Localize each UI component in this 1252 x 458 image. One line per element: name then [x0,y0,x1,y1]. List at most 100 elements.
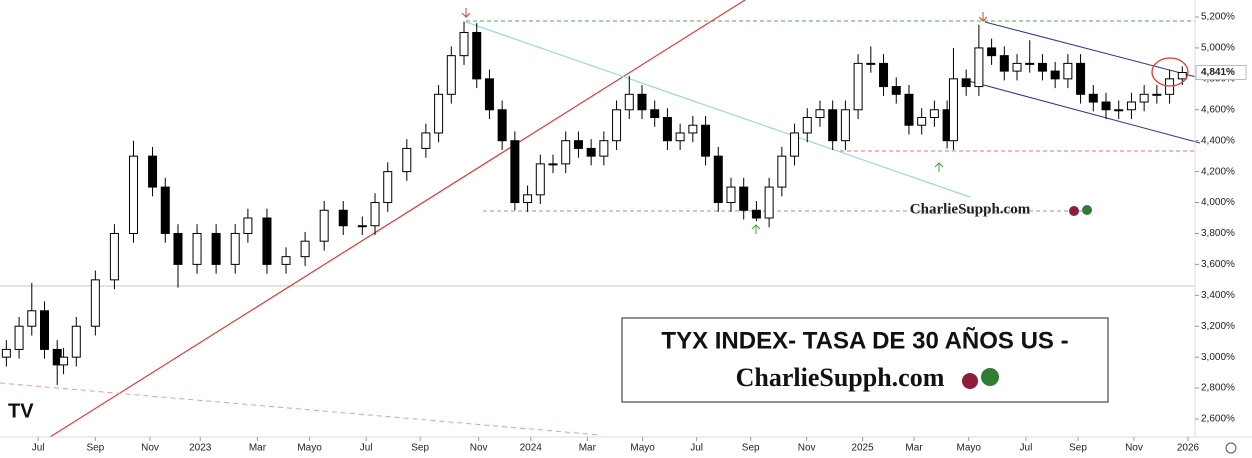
candle-body [612,109,622,142]
y-tick-label: 2,800% [1201,383,1235,394]
candle-body [1114,109,1124,112]
candle-body [815,109,825,119]
candle-body [917,117,927,126]
candle-body [974,47,984,88]
y-tick-label: 5,200% [1201,12,1235,23]
y-tick-label: 3,800% [1201,228,1235,239]
last-price-label: 4,841% [1201,67,1235,78]
candle-body [446,55,456,95]
candle-body [497,109,507,142]
candle-body [1025,62,1035,65]
candle-body [739,186,749,211]
logo: TV [8,400,34,422]
settings-icon[interactable] [1225,442,1237,454]
y-tick-label: 4,400% [1201,135,1235,146]
candle-body [160,186,170,234]
candle-body [879,62,889,88]
candle-body [701,124,711,157]
candle-body [713,155,723,204]
candle-body [828,109,838,142]
candle-body [637,93,647,111]
icon [981,368,999,386]
candle-body [777,155,787,188]
arrow-up [934,162,944,172]
watermark: CharlieSupph.com [910,201,1031,217]
candle-body [459,31,469,57]
y-tick-label: 2,600% [1201,414,1235,425]
candle-body [904,93,914,126]
candle-body [891,86,901,95]
arrow-down [461,8,471,18]
y-tick-label: 4,200% [1201,166,1235,177]
x-tick-label: Sep [742,443,760,454]
candle-body [148,155,158,188]
x-tick-label: Nov [1125,443,1143,454]
icon [1082,205,1092,215]
x-tick-label: Mayo [956,443,981,454]
x-tick-label: Mar [905,443,923,454]
candle-body [1012,62,1022,72]
candle-body [548,163,558,166]
x-tick-label: Mayo [297,443,322,454]
candle-body [90,279,100,327]
candle-body [1139,93,1149,103]
x-tick-label: 2023 [189,443,212,454]
candle-body [853,62,863,111]
candle-body [561,140,571,165]
y-tick-label: 3,200% [1201,321,1235,332]
icon [1069,206,1079,216]
x-tick-label: 2025 [851,443,874,454]
candle-body [961,78,971,88]
candle-body [650,109,660,119]
candle-body [484,78,494,111]
candle-body [999,55,1009,72]
y-tick-label: 4,000% [1201,197,1235,208]
y-tick-label: 3,600% [1201,259,1235,270]
x-tick-label: Mayo [630,443,655,454]
x-tick-label: Nov [141,443,159,454]
candle-body [319,209,329,242]
x-tick-label: Sep [1069,443,1087,454]
candle-body [1050,70,1060,80]
candle-body [1,348,11,358]
y-tick-label: 3,000% [1201,352,1235,363]
candle-body [1088,93,1098,103]
candle-body [472,31,482,80]
candle-body [262,217,272,265]
candle-body [987,47,997,57]
x-tick-label: Mar [579,443,597,454]
candle-body [173,232,183,265]
candle-body [300,240,310,258]
candle-body [573,140,583,149]
candle-body [243,217,253,234]
y-tick-label: 3,400% [1201,290,1235,301]
candle-body [39,310,49,350]
candle-body [192,232,202,265]
candle-body [1152,93,1162,96]
chart-subtitle: CharlieSupph.com [736,363,945,392]
last-price-marker [1195,65,1247,81]
candle-body [523,194,533,204]
candle-body [1101,101,1111,111]
candle-body [662,117,672,142]
candle-body [338,209,348,227]
arrow-down [978,12,988,22]
candle-body [675,132,685,142]
x-tick-label: Jul [32,443,45,454]
channel-line [964,79,1201,144]
candle-body [688,124,698,134]
candle-body [59,356,69,366]
x-tick-label: Mar [249,443,267,454]
highlight-circle [1151,57,1189,87]
candle-body [726,186,736,204]
candle-body [128,155,138,234]
candle-body [370,202,380,227]
candle-body [599,140,609,157]
candle-body [948,78,958,142]
candle-body [434,93,444,134]
trend-line [49,0,746,438]
candle-body [751,209,761,219]
candle-body [929,109,939,119]
candle-body [866,62,876,65]
